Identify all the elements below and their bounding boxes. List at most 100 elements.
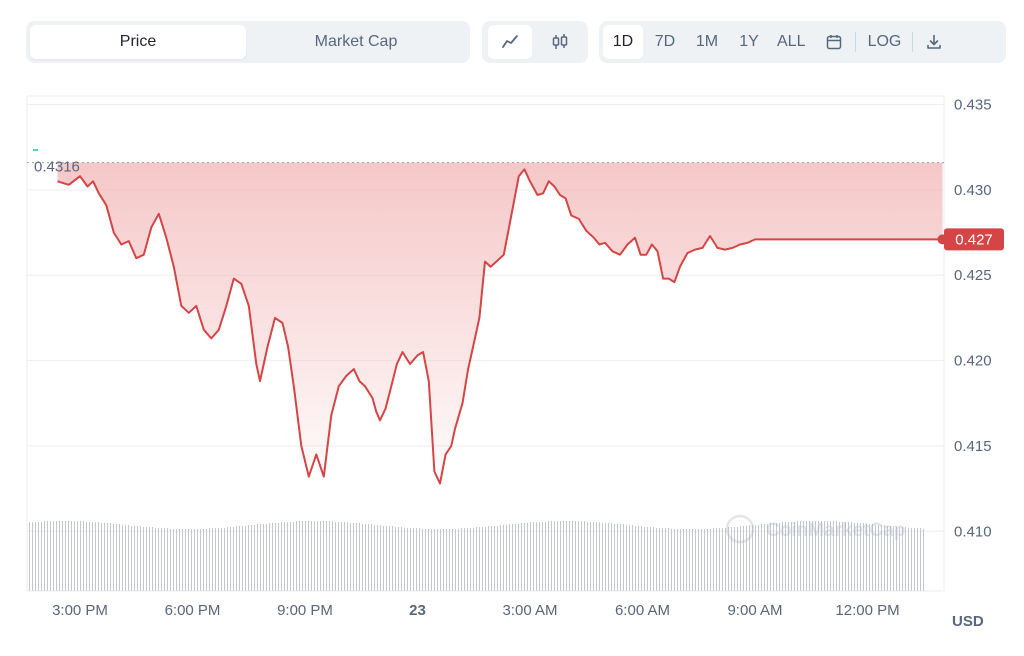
volume-bar <box>500 525 501 591</box>
y-tick-label: 0.435 <box>954 97 992 114</box>
volume-bar <box>80 521 81 591</box>
volume-bar <box>359 523 360 591</box>
volume-bar <box>563 521 564 591</box>
volume-bar <box>335 522 336 591</box>
volume-bar <box>410 528 411 591</box>
volume-bar <box>194 529 195 591</box>
range-1y[interactable]: 1Y <box>739 33 759 50</box>
volume-bar <box>830 521 831 591</box>
volume-bar <box>158 528 159 591</box>
volume-bar <box>842 522 843 591</box>
volume-bar <box>284 522 285 591</box>
volume-bar <box>140 526 141 591</box>
log-scale-button[interactable]: LOG <box>867 33 902 50</box>
volume-bar <box>677 529 678 591</box>
volume-bar <box>122 525 123 591</box>
volume-bar <box>62 521 63 591</box>
volume-bar <box>320 521 321 591</box>
volume-bar <box>581 521 582 591</box>
volume-bar <box>695 529 696 591</box>
coinmarketcap-logo-icon <box>725 514 755 544</box>
volume-bar <box>404 528 405 591</box>
volume-bar <box>602 523 603 591</box>
volume-bar <box>887 526 888 591</box>
volume-bar <box>341 522 342 591</box>
volume-bar <box>608 523 609 591</box>
range-1m[interactable]: 1M <box>695 33 719 50</box>
volume-bar <box>551 521 552 591</box>
volume-bar <box>89 522 90 591</box>
volume-bar <box>884 525 885 591</box>
currency-label: USD <box>952 613 984 630</box>
range-1d[interactable]: 1D <box>603 25 643 59</box>
range-all[interactable]: ALL <box>777 33 806 50</box>
volume-bar <box>800 521 801 591</box>
volume-bar <box>44 521 45 591</box>
volume-bar <box>851 522 852 591</box>
volume-bar <box>623 524 624 591</box>
volume-bar <box>464 528 465 591</box>
volume-bar <box>221 528 222 591</box>
download-icon[interactable] <box>917 25 951 59</box>
tab-market-cap[interactable]: Market Cap <box>314 33 398 50</box>
volume-bar <box>665 528 666 591</box>
volume-bars <box>29 521 924 591</box>
range-toolbar: 1D 7D 1M 1Y ALL LOG <box>599 21 1006 63</box>
volume-bar <box>839 522 840 591</box>
volume-bar <box>554 521 555 591</box>
volume-bar <box>785 522 786 591</box>
volume-bar <box>497 526 498 591</box>
y-tick-label: 0.425 <box>954 267 992 284</box>
volume-bar <box>536 522 537 591</box>
x-tick-label: 6:00 PM <box>165 602 221 619</box>
volume-bar <box>272 523 273 591</box>
volume-bar <box>146 527 147 591</box>
range-7d[interactable]: 7D <box>654 33 676 50</box>
volume-bar <box>356 523 357 591</box>
volume-bar <box>350 523 351 591</box>
volume-bar <box>368 524 369 591</box>
y-tick-label: 0.410 <box>954 523 992 540</box>
volume-bar <box>428 529 429 591</box>
volume-bar <box>380 525 381 591</box>
volume-bar <box>596 522 597 591</box>
volume-bar <box>344 522 345 591</box>
volume-bar <box>524 523 525 591</box>
volume-bar <box>575 521 576 591</box>
x-tick-label: 6:00 AM <box>615 602 670 619</box>
volume-bar <box>587 522 588 591</box>
volume-bar <box>731 527 732 591</box>
x-tick-label: 9:00 PM <box>277 602 333 619</box>
line-chart-icon[interactable] <box>488 25 532 59</box>
x-tick-label: 3:00 PM <box>52 602 108 619</box>
price-marketcap-toggle: Price Market Cap <box>26 21 470 63</box>
volume-bar <box>662 528 663 591</box>
volume-bar <box>674 529 675 591</box>
volume-bar <box>512 524 513 591</box>
volume-bar <box>371 524 372 591</box>
volume-bar <box>455 529 456 591</box>
volume-bar <box>773 523 774 591</box>
volume-bar <box>473 528 474 591</box>
volume-bar <box>179 529 180 591</box>
calendar-icon[interactable] <box>817 25 851 59</box>
candlestick-icon[interactable] <box>538 25 582 59</box>
volume-bar <box>434 529 435 591</box>
volume-bar <box>569 521 570 591</box>
volume-bar <box>398 527 399 591</box>
volume-bar <box>572 521 573 591</box>
volume-bar <box>911 528 912 591</box>
volume-bar <box>377 525 378 591</box>
volume-bar <box>881 525 882 591</box>
volume-bar <box>920 528 921 591</box>
volume-bar <box>518 524 519 591</box>
volume-bar <box>869 524 870 591</box>
volume-bar <box>860 523 861 591</box>
tab-price[interactable]: Price <box>30 25 246 59</box>
volume-bar <box>47 521 48 591</box>
volume-bar <box>482 527 483 591</box>
volume-bar <box>878 525 879 591</box>
volume-bar <box>527 523 528 591</box>
volume-bar <box>134 526 135 591</box>
